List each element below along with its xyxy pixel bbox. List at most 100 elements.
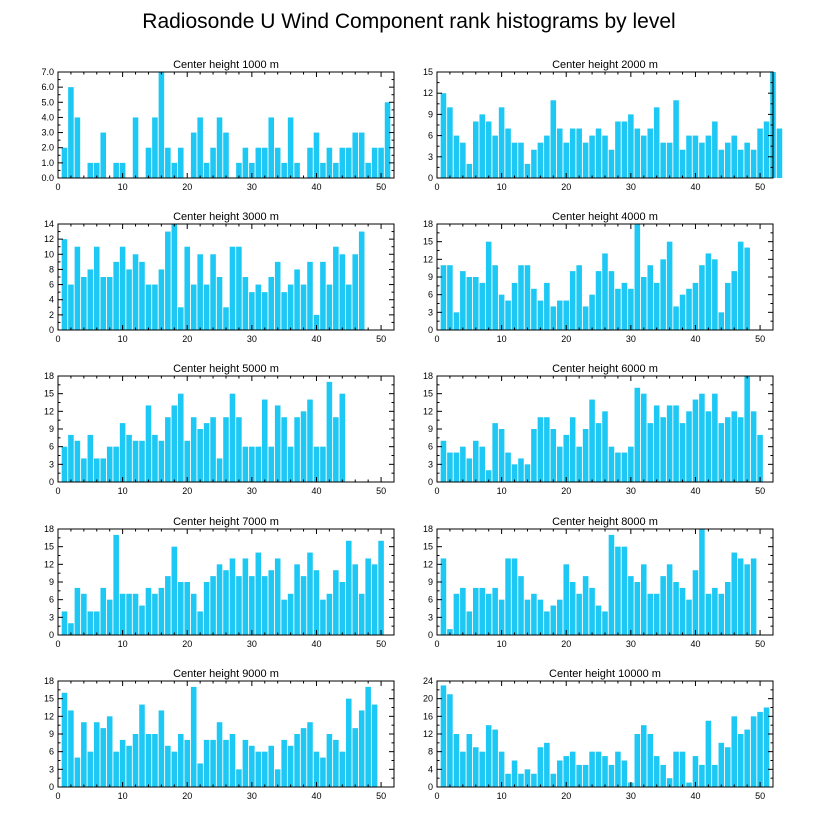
histogram-bar bbox=[287, 745, 294, 787]
histogram-bar bbox=[81, 277, 87, 330]
histogram-bar bbox=[460, 751, 466, 787]
histogram-bar bbox=[242, 277, 249, 330]
histogram-bar bbox=[242, 558, 249, 635]
histogram-bar bbox=[190, 132, 197, 178]
histogram-bar bbox=[699, 265, 705, 330]
x-tick-label: 50 bbox=[755, 182, 765, 192]
histogram-bar bbox=[531, 149, 537, 178]
y-tick-label: 15 bbox=[423, 542, 433, 552]
histogram-bar bbox=[93, 458, 100, 482]
y-tick-label: 3 bbox=[428, 459, 433, 469]
x-tick-label: 10 bbox=[497, 791, 507, 801]
histogram-bar bbox=[126, 434, 132, 482]
histogram-bar bbox=[608, 534, 615, 635]
histogram-bar bbox=[712, 587, 718, 635]
histogram-bar bbox=[158, 440, 165, 482]
histogram-bar bbox=[744, 142, 750, 178]
histogram-bar bbox=[87, 751, 94, 787]
histogram-bar bbox=[440, 440, 447, 482]
histogram-bar bbox=[100, 132, 107, 178]
histogram-bar bbox=[307, 552, 313, 635]
y-tick-label: 6 bbox=[49, 280, 54, 290]
histogram-bar bbox=[608, 149, 615, 178]
histogram-bar bbox=[724, 417, 731, 482]
histogram-bar bbox=[712, 121, 718, 178]
histogram-bar bbox=[712, 764, 718, 787]
histogram-bar bbox=[165, 417, 171, 482]
histogram-bar bbox=[223, 417, 229, 482]
y-tick-label: 9 bbox=[49, 729, 54, 739]
x-tick-label: 50 bbox=[755, 486, 765, 496]
histogram-bar bbox=[763, 121, 770, 178]
histogram-bar bbox=[537, 599, 544, 635]
histogram-bar bbox=[132, 440, 139, 482]
histogram-bar bbox=[158, 710, 165, 787]
histogram-bar bbox=[320, 446, 326, 482]
histogram-bar bbox=[223, 570, 229, 635]
histogram-bar bbox=[365, 558, 371, 635]
histogram-bar bbox=[737, 241, 744, 330]
histogram-bar bbox=[236, 769, 242, 787]
histogram-bar bbox=[447, 265, 453, 330]
histogram-bar bbox=[673, 582, 679, 635]
histogram-bar bbox=[145, 734, 152, 787]
histogram-bar bbox=[440, 685, 447, 787]
histogram-bar bbox=[268, 570, 275, 635]
rank-histogram-panel: Center height 7000 m 0 10 20 30 40 50 0 3 6 9 12 15 1… bbox=[44, 516, 395, 649]
histogram-bar bbox=[686, 411, 692, 482]
histogram-bar bbox=[692, 135, 699, 178]
histogram-bar bbox=[358, 710, 365, 787]
histogram-bar bbox=[453, 135, 460, 178]
histogram-bar bbox=[216, 458, 223, 482]
y-tick-label: 15 bbox=[44, 542, 54, 552]
rank-histogram-panel: Center height 8000 m 0 10 20 30 40 50 0 3 6 9 12 15 1… bbox=[423, 516, 774, 649]
histogram-bar bbox=[320, 162, 326, 178]
histogram-bar bbox=[589, 135, 595, 178]
histogram-bar bbox=[705, 411, 712, 482]
x-tick-label: 20 bbox=[561, 486, 571, 496]
histogram-bar bbox=[268, 446, 275, 482]
histogram-bar bbox=[378, 147, 384, 178]
histogram-bar bbox=[628, 114, 634, 178]
y-tick-label: 6.0 bbox=[41, 82, 54, 92]
histogram-bar bbox=[653, 107, 660, 178]
histogram-bar bbox=[640, 135, 647, 178]
histogram-bar bbox=[371, 564, 378, 635]
y-tick-label: 0 bbox=[428, 782, 433, 792]
histogram-bar bbox=[87, 162, 94, 178]
histogram-bar bbox=[524, 769, 531, 787]
histogram-bar bbox=[249, 292, 255, 330]
histogram-bar bbox=[460, 271, 466, 330]
histogram-bar bbox=[479, 114, 486, 178]
y-tick-label: 4.0 bbox=[41, 112, 54, 122]
histogram-bar bbox=[447, 452, 453, 482]
histogram-bar bbox=[152, 593, 158, 635]
histogram-bar bbox=[333, 417, 339, 482]
y-tick-label: 0.0 bbox=[41, 173, 54, 183]
y-tick-label: 0 bbox=[49, 630, 54, 640]
histogram-bar bbox=[100, 277, 107, 330]
histogram-bar bbox=[647, 593, 654, 635]
histogram-bar bbox=[255, 147, 262, 178]
histogram-bar bbox=[68, 87, 74, 178]
histogram-bar bbox=[492, 729, 498, 787]
histogram-bar bbox=[190, 686, 197, 787]
histogram-bar bbox=[731, 135, 738, 178]
y-tick-label: 9 bbox=[49, 424, 54, 434]
histogram-bar bbox=[576, 593, 582, 635]
histogram-bar bbox=[145, 284, 152, 330]
histogram-bar bbox=[524, 464, 531, 482]
histogram-bar bbox=[531, 429, 537, 482]
y-tick-label: 15 bbox=[44, 694, 54, 704]
histogram-bar bbox=[679, 587, 686, 635]
y-tick-label: 0 bbox=[49, 477, 54, 487]
histogram-bar bbox=[68, 284, 74, 330]
histogram-bar bbox=[74, 587, 81, 635]
x-tick-label: 30 bbox=[247, 334, 257, 344]
rank-histogram-panel: Center height 10000 m 0 10 20 30 40 50 0 4 8 12 16 2… bbox=[423, 668, 774, 801]
histogram-bar bbox=[460, 142, 466, 178]
histogram-bar bbox=[113, 261, 119, 330]
histogram-bar bbox=[100, 728, 107, 787]
histogram-bar bbox=[544, 417, 550, 482]
histogram-bar bbox=[460, 446, 466, 482]
